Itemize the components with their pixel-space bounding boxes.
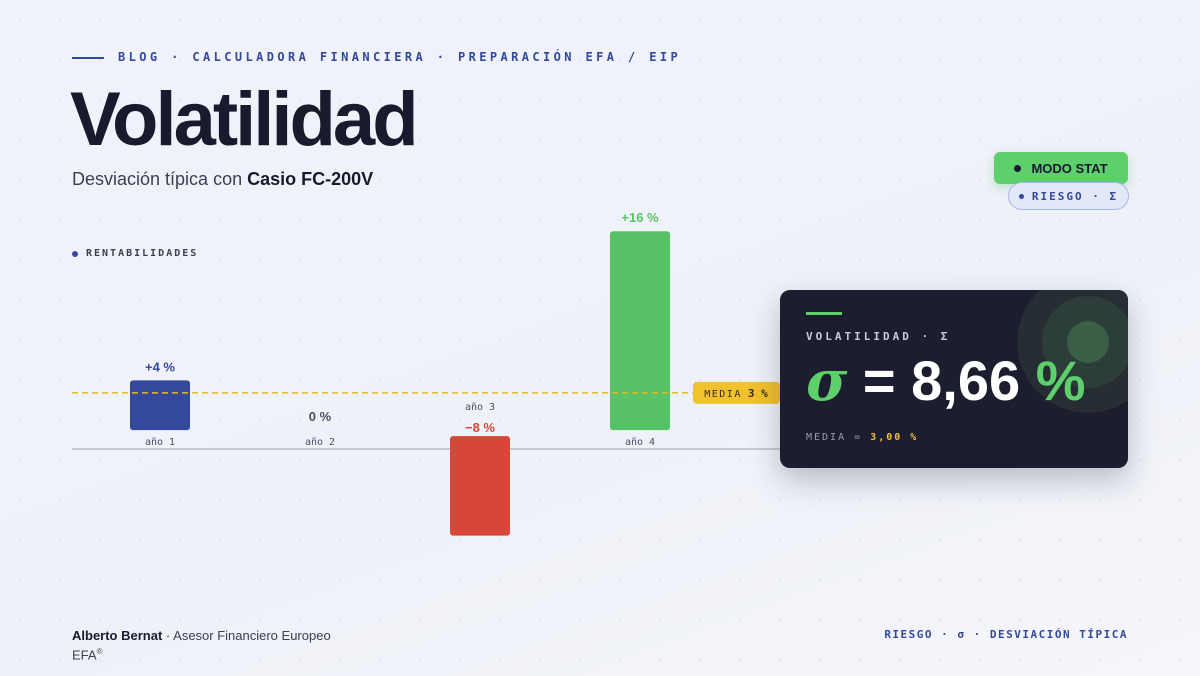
- x-tick-label: año 4: [625, 437, 655, 448]
- card-mean-label: MEDIA =: [806, 432, 863, 443]
- card-value: 8,66: [911, 349, 1021, 412]
- card-mean-value: 3,00 %: [870, 432, 919, 443]
- tag-text: RIESGO · Σ: [1031, 189, 1119, 203]
- bar: [130, 380, 190, 431]
- bar: [450, 436, 510, 536]
- tag-badge: RIESGO · Σ: [1008, 182, 1129, 210]
- mean-badge-bg: [693, 381, 780, 404]
- card-formula: σ = 8,66 %: [806, 348, 1085, 414]
- author: Alberto Bernat: [72, 628, 163, 643]
- sigma: σ: [806, 348, 848, 414]
- result-card: VOLATILIDAD · Σ σ = 8,66 % MEDIA = 3,00 …: [780, 290, 1128, 468]
- mode-badge: MODO STAT: [994, 152, 1128, 184]
- card-unit: %: [1035, 349, 1086, 412]
- value-label: 0 %: [309, 409, 332, 424]
- bar: [610, 231, 670, 431]
- mode-text: MODO STAT: [1031, 160, 1108, 176]
- equals: =: [862, 349, 896, 412]
- value-label: +16 %: [621, 210, 659, 225]
- x-tick-label: año 1: [145, 437, 175, 448]
- cert-mark: ®: [96, 647, 103, 656]
- mean-badge: MEDIA 3 %: [693, 381, 780, 404]
- title: Volatilidad: [70, 77, 419, 162]
- x-tick-label: año 3: [465, 402, 495, 413]
- role: · Asesor Financiero Europeo: [165, 628, 331, 643]
- value-label: +4 %: [145, 359, 175, 374]
- subtitle-strong: Casio FC-200V: [247, 169, 374, 189]
- cert: EFA: [72, 647, 97, 663]
- mean-title: MEDIA: [704, 389, 742, 400]
- value-label: −8 %: [465, 420, 495, 435]
- card-label: VOLATILIDAD · Σ: [806, 330, 951, 343]
- legend: RENTABILIDADES: [72, 248, 198, 259]
- footer-author: Alberto Bernat · Asesor Financiero Europ…: [72, 628, 331, 663]
- breadcrumb: BLOG · CALCULADORA FINANCIERA · PREPARAC…: [118, 50, 682, 64]
- subtitle: Desviación típica con Casio FC-200V: [72, 169, 373, 190]
- x-tick-label: año 2: [305, 437, 335, 448]
- footer-topic: RIESGO · σ · DESVIACIÓN TÍPICA: [884, 628, 1128, 641]
- mean-value: 3 %: [748, 387, 768, 400]
- accent-line: [72, 57, 104, 59]
- chart: +4 % año 1 0 % año 2 año 3 −8 % +16 % año 4 MEDI…: [72, 210, 790, 536]
- mean-badge-text: MEDIA 3 %: [704, 387, 768, 400]
- legend-label: RENTABILIDADES: [86, 248, 199, 259]
- subtitle-text: Desviación típica con: [72, 169, 243, 189]
- card-mean: MEDIA = 3,00 %: [806, 432, 918, 443]
